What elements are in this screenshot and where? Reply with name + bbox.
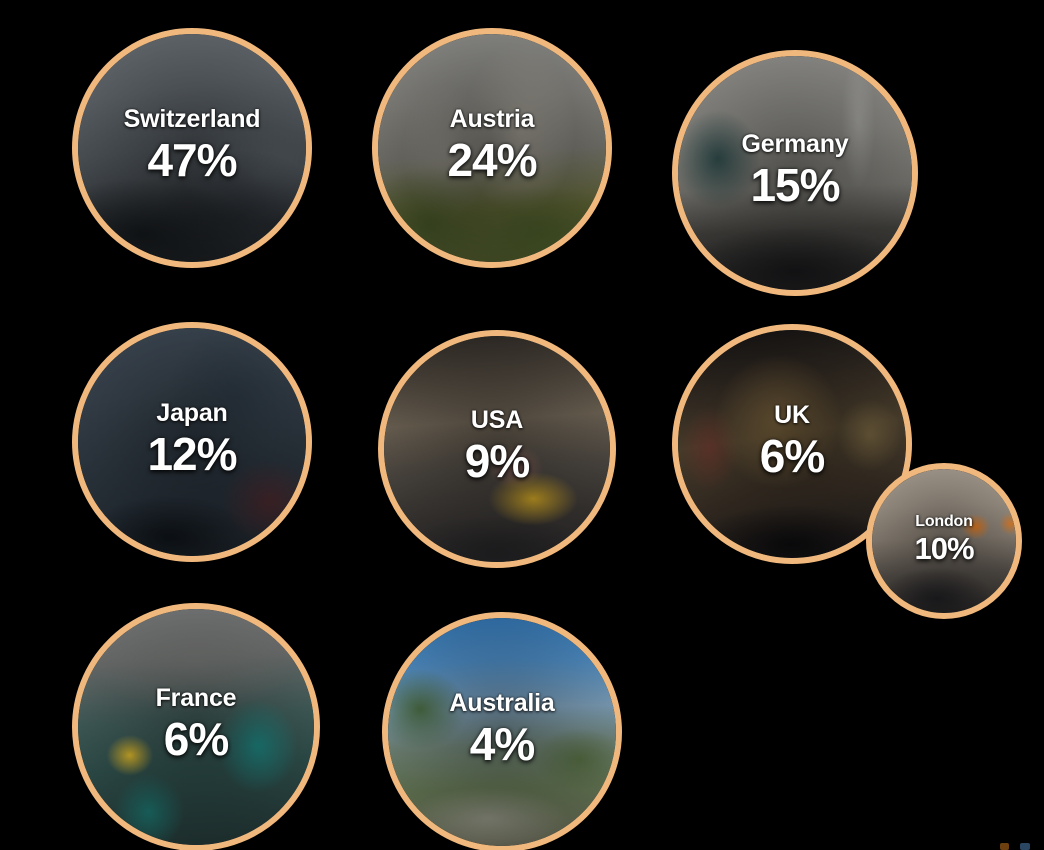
bubble-japan[interactable]: Japan 12% [72, 322, 312, 562]
bubble-country-label: Switzerland [123, 104, 261, 133]
bubble-labels-france: France 6% [78, 683, 314, 765]
bubble-photo-france [78, 609, 314, 845]
bubble-percent-value: 4% [469, 717, 535, 770]
bubble-labels-london: London 10% [872, 513, 1016, 566]
bubble-labels-australia: Australia 4% [388, 688, 616, 770]
bubble-percent-value: 24% [447, 133, 537, 186]
bubble-percent-value: 6% [759, 429, 825, 482]
bubble-australia[interactable]: Australia 4% [382, 612, 622, 850]
bubble-photo-germany [678, 56, 912, 290]
bubble-labels-uk: UK 6% [678, 400, 906, 482]
bubble-country-label: Germany [741, 129, 849, 158]
bubble-switzerland[interactable]: Switzerland 47% [72, 28, 312, 268]
bubble-percent-value: 10% [914, 531, 974, 566]
bubble-percent-value: 6% [163, 712, 229, 765]
clipped-edge-artifact [1000, 843, 1009, 850]
bubble-london[interactable]: London 10% [866, 463, 1022, 619]
bubble-photo-london [872, 469, 1016, 613]
bubble-labels-switzerland: Switzerland 47% [78, 104, 306, 186]
bubble-percent-value: 12% [147, 427, 237, 480]
bubble-labels-germany: Germany 15% [678, 129, 912, 211]
bubble-country-label: Japan [156, 398, 228, 427]
clipped-edge-artifact [1020, 843, 1030, 850]
bubble-country-label: London [915, 513, 973, 530]
bubble-austria[interactable]: Austria 24% [372, 28, 612, 268]
bubble-percent-value: 47% [147, 133, 237, 186]
bubble-labels-usa: USA 9% [384, 405, 610, 487]
bubble-country-label: Austria [449, 104, 535, 133]
bubble-labels-japan: Japan 12% [78, 398, 306, 480]
bubble-country-label: France [155, 683, 237, 712]
bubble-germany[interactable]: Germany 15% [672, 50, 918, 296]
bubble-photo-japan [78, 328, 306, 556]
bubble-photo-australia [388, 618, 616, 846]
bubble-country-label: Australia [449, 688, 555, 717]
bubble-france[interactable]: France 6% [72, 603, 320, 850]
bubble-country-label: UK [774, 400, 810, 429]
bubble-country-label: USA [470, 405, 524, 434]
bubble-percent-value: 15% [750, 158, 840, 211]
bubble-photo-austria [378, 34, 606, 262]
bubble-labels-austria: Austria 24% [378, 104, 606, 186]
bubble-photo-switzerland [78, 34, 306, 262]
bubble-usa[interactable]: USA 9% [378, 330, 616, 568]
bubble-photo-usa [384, 336, 610, 562]
bubble-percent-value: 9% [464, 434, 530, 487]
